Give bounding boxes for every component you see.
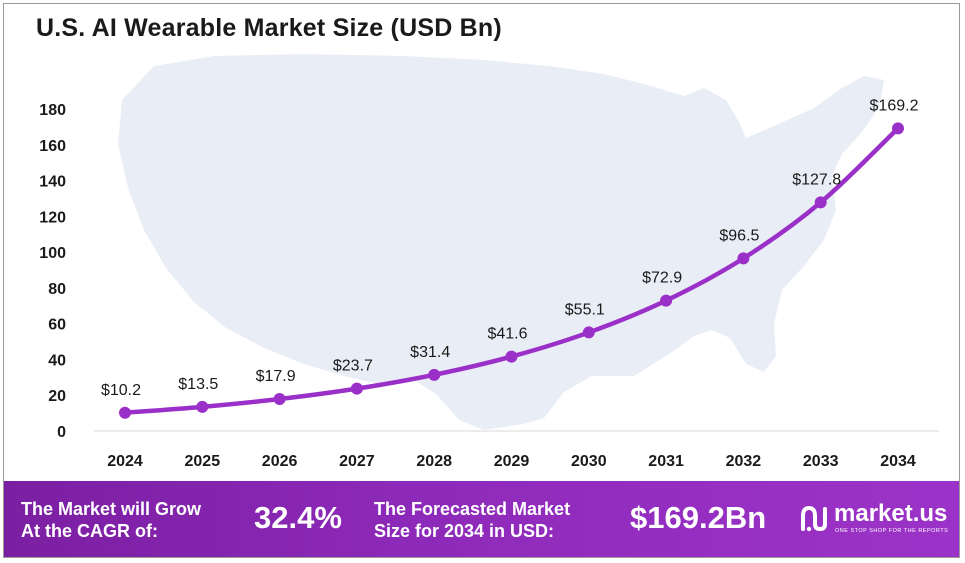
- x-tick-label: 2024: [107, 453, 143, 470]
- data-point: [196, 400, 209, 413]
- y-tick-label: 140: [39, 174, 66, 191]
- chart-frame: U.S. AI Wearable Market Size (USD Bn) 0 2…: [3, 3, 960, 558]
- data-point: [737, 252, 750, 265]
- x-tick-label: 2032: [726, 453, 762, 470]
- us-map-background: [118, 54, 884, 430]
- cagr-value: 32.4%: [254, 500, 342, 535]
- cagr-label: The Market will Grow At the CAGR of:: [21, 498, 201, 542]
- x-tick-label: 2030: [571, 453, 607, 470]
- data-point: [660, 294, 673, 307]
- y-tick-label: 60: [48, 317, 66, 334]
- x-tick-label: 2027: [339, 453, 375, 470]
- brand-name: market.us: [834, 500, 948, 527]
- data-point: [428, 368, 441, 381]
- data-point: [350, 382, 363, 395]
- footer-banner: The Market will Grow At the CAGR of: 32.…: [4, 481, 959, 557]
- data-label: $96.5: [719, 227, 759, 244]
- y-tick-label: 100: [39, 245, 66, 262]
- y-axis: 0 20 40 60 80 100 120 140 160 180: [39, 102, 66, 441]
- x-axis: 2024 2025 2026 2027 2028 2029 2030 2031 2032 2033…: [107, 453, 916, 470]
- y-tick-label: 0: [57, 424, 66, 441]
- cagr-label-line2: At the CAGR of:: [21, 521, 158, 541]
- forecast-label-line2: Size for 2034 in USD:: [374, 521, 555, 541]
- x-tick-label: 2031: [648, 453, 684, 470]
- data-label: $31.4: [410, 344, 450, 361]
- y-tick-label: 80: [48, 281, 66, 298]
- x-tick-label: 2026: [262, 453, 298, 470]
- market-us-logo-icon: [801, 505, 827, 532]
- data-label: $169.2: [870, 97, 919, 114]
- data-point: [119, 406, 131, 419]
- data-point: [273, 392, 286, 405]
- data-point: [582, 326, 595, 339]
- chart-title: U.S. AI Wearable Market Size (USD Bn): [36, 14, 502, 42]
- data-label: $127.8: [792, 171, 841, 188]
- y-tick-label: 160: [39, 138, 66, 155]
- y-tick-label: 180: [39, 102, 66, 119]
- y-tick-label: 40: [48, 352, 66, 369]
- forecast-value: $169.2Bn: [630, 500, 767, 535]
- y-tick-label: 120: [39, 209, 66, 226]
- data-labels: $10.2 $13.5 $17.9 $23.7 $31.4 $41.6 $55.1 $72.9…: [101, 97, 919, 398]
- data-label: $13.5: [178, 376, 218, 393]
- y-tick-label: 20: [48, 388, 66, 405]
- forecast-label-line1: The Forecasted Market: [374, 499, 571, 519]
- brand-tagline: ONE STOP SHOP FOR THE REPORTS: [835, 528, 949, 534]
- data-points: [119, 122, 904, 419]
- series-line: [122, 126, 901, 416]
- data-point: [892, 122, 904, 135]
- data-label: $23.7: [333, 358, 373, 375]
- x-tick-label: 2033: [803, 453, 839, 470]
- x-tick-label: 2029: [494, 453, 530, 470]
- x-tick-label: 2034: [880, 453, 916, 470]
- forecast-label: The Forecasted Market Size for 2034 in U…: [374, 498, 570, 542]
- x-tick-label: 2025: [185, 453, 221, 470]
- data-point: [814, 196, 827, 209]
- data-label: $72.9: [642, 270, 682, 287]
- data-point: [505, 350, 518, 363]
- data-label: $41.6: [487, 326, 527, 343]
- data-label: $10.2: [101, 382, 141, 399]
- cagr-label-line1: The Market will Grow: [21, 499, 202, 519]
- data-label: $17.9: [256, 368, 296, 385]
- x-tick-label: 2028: [416, 453, 452, 470]
- data-label: $55.1: [565, 301, 605, 318]
